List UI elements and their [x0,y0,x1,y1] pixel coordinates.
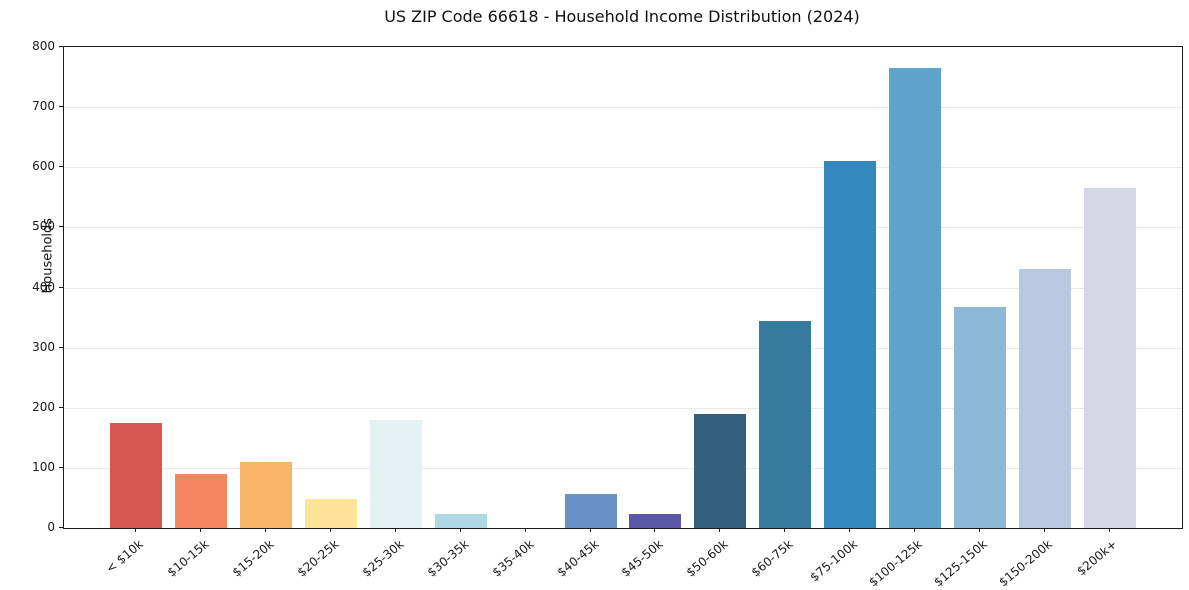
x-tick-label: $40-45k [554,537,601,580]
y-tick-label: 500 [32,219,55,234]
y-tick-label: 400 [32,279,55,294]
y-tick-label: 700 [32,99,55,114]
bar--30-35k [434,514,487,528]
y-tick-label: 200 [32,399,55,414]
grid-line [64,287,1182,289]
y-tick-label: 0 [47,520,55,534]
x-tick-label: $100-125k [866,537,925,590]
x-tick-label: $10-15k [164,537,212,580]
bar--15-20k [239,461,292,528]
x-tick-mark [329,528,331,532]
x-tick-mark [459,528,461,532]
bar--100-125k [889,68,942,528]
x-tick-label: $60-75k [748,537,796,580]
grid-line [64,347,1182,349]
x-tick-mark [589,528,591,532]
y-tick-label: 600 [32,159,55,174]
y-tick-label: 800 [32,39,55,53]
y-tick-mark [59,346,63,348]
bar--10k [110,422,162,528]
x-tick-label: $25-30k [359,537,407,580]
x-tick-mark [719,528,721,532]
y-tick-mark [59,286,63,288]
x-tick-label: $30-35k [424,537,472,580]
x-tick-label: $20-25k [294,537,342,580]
x-tick-label: $35-40k [489,537,537,580]
chart-title: US ZIP Code 66618 - Household Income Dis… [384,7,860,26]
x-tick-mark [914,528,916,532]
x-tick-mark [784,528,786,532]
y-tick-mark [59,466,63,468]
grid-line [64,167,1182,169]
bar--20-25k [304,499,357,528]
x-tick-mark [1109,528,1110,532]
y-tick-mark [59,226,63,228]
y-tick-mark [59,166,63,168]
x-tick-mark [135,528,136,532]
grid-line [64,107,1182,109]
bar--50-60k [694,413,747,528]
x-tick-label: < $10k [103,537,146,576]
x-tick-label: $125-150k [931,537,990,590]
bar--25-30k [369,419,422,528]
grid-line [64,467,1182,469]
bar--40-45k [564,493,617,528]
y-tick-mark [59,527,63,528]
grid-line [64,407,1182,409]
y-tick-mark [59,106,63,108]
x-tick-mark [849,528,851,532]
x-tick-label: $200k+ [1074,537,1120,579]
x-tick-mark [394,528,396,532]
y-tick-mark [59,46,63,47]
x-tick-label: $15-20k [229,537,277,580]
bar--10-15k [174,473,227,528]
x-tick-label: $50-60k [683,537,731,580]
y-tick-label: 300 [32,339,55,354]
x-tick-label: $45-50k [619,537,666,580]
x-tick-mark [199,528,201,532]
x-tick-mark [264,528,266,532]
x-tick-label: $75-100k [807,537,861,585]
bar--75-100k [824,161,877,528]
bar--200k- [1084,188,1136,528]
bar--45-50k [629,513,682,528]
x-tick-mark [524,528,526,532]
y-tick-mark [59,406,63,408]
bar--125-150k [954,306,1007,528]
plot-area [63,46,1183,529]
bar--60-75k [759,320,812,528]
x-tick-mark [1044,528,1046,532]
x-tick-mark [979,528,981,532]
x-tick-label: $150-200k [996,537,1055,590]
x-tick-mark [654,528,656,532]
grid-line [64,227,1182,229]
bar--150-200k [1019,269,1072,528]
y-tick-label: 100 [32,459,55,474]
